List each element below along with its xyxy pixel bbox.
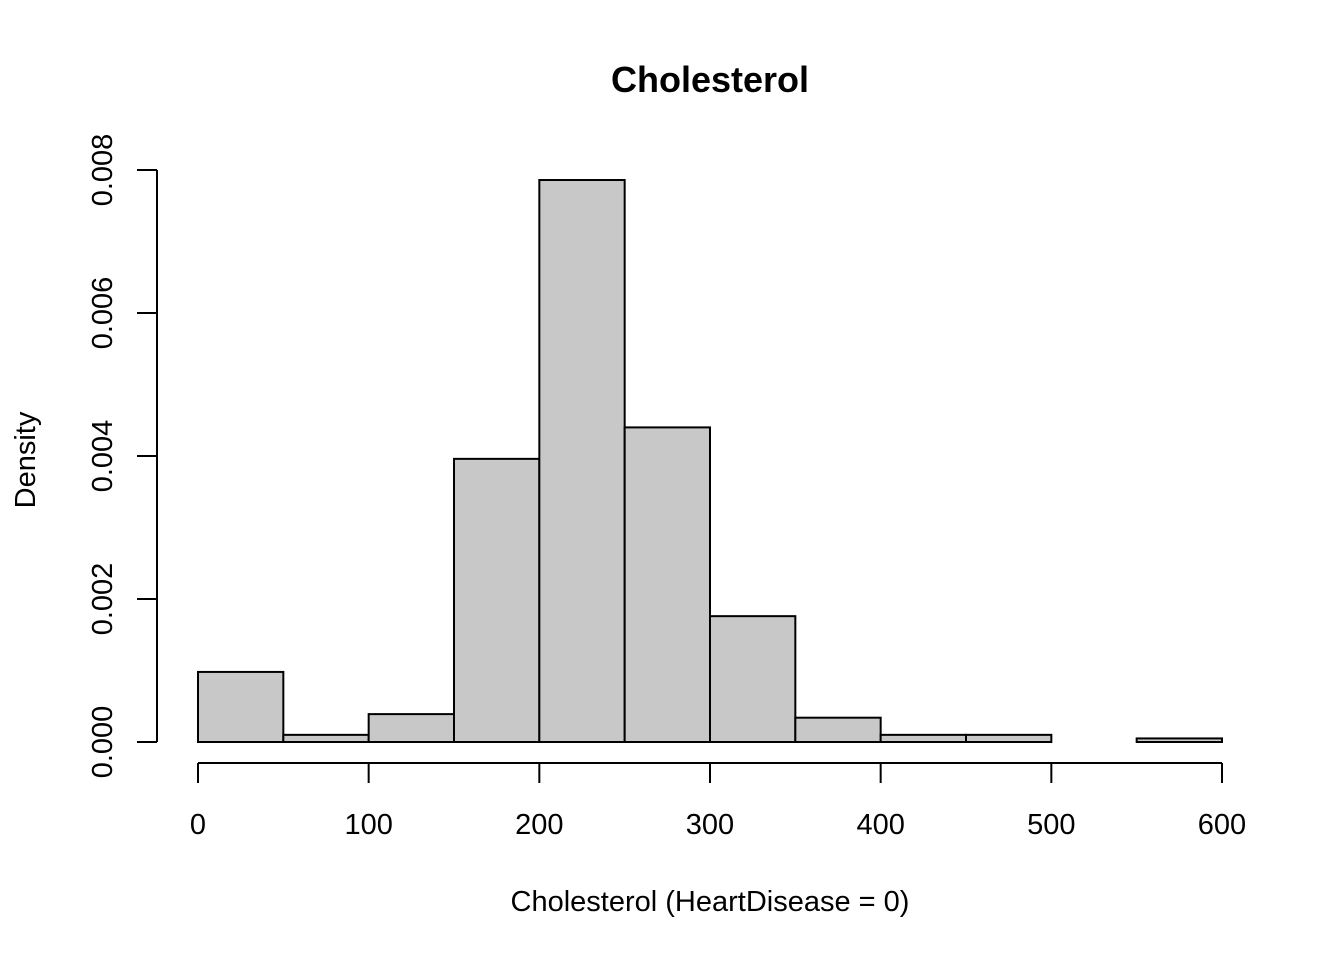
x-tick-label-200: 200 xyxy=(515,809,563,841)
x-tick-label-0: 0 xyxy=(190,809,206,841)
histogram-bar-100-150 xyxy=(367,713,455,743)
y-tick-label-0.008: 0.008 xyxy=(87,134,119,207)
histogram-bar-400-450 xyxy=(879,733,968,743)
x-axis: 0 100 200 300 400 500 600 xyxy=(190,762,1246,841)
histogram-bar-0-50 xyxy=(197,670,285,743)
y-tick-label-0.002: 0.002 xyxy=(87,563,119,636)
histogram-bar-200-250 xyxy=(538,179,626,743)
y-axis-label: Density xyxy=(10,411,42,508)
histogram-bar-250-300 xyxy=(623,426,712,743)
x-tick-label-400: 400 xyxy=(856,809,904,841)
histogram-bar-300-350 xyxy=(709,615,797,743)
x-axis-label: Cholesterol (HeartDisease = 0) xyxy=(511,886,910,918)
x-tick-label-300: 300 xyxy=(686,809,734,841)
x-tick-label-500: 500 xyxy=(1027,809,1075,841)
histogram-bar-550-600 xyxy=(1135,737,1223,743)
chart-title: Cholesterol xyxy=(611,59,809,100)
y-tick-label-0.004: 0.004 xyxy=(87,420,119,493)
histogram-bar-350-400 xyxy=(794,716,882,744)
y-axis: 0.000 0.002 0.004 0.006 0.008 xyxy=(87,134,158,779)
x-tick-label-100: 100 xyxy=(344,809,392,841)
x-tick-label-600: 600 xyxy=(1198,809,1246,841)
bars-group xyxy=(197,179,1223,744)
y-tick-label-0.000: 0.000 xyxy=(87,706,119,779)
histogram-bar-150-200 xyxy=(453,457,541,743)
histogram-bar-50-100 xyxy=(282,733,370,743)
y-tick-label-0.006: 0.006 xyxy=(87,277,119,350)
histogram-bar-450-500 xyxy=(965,733,1053,743)
